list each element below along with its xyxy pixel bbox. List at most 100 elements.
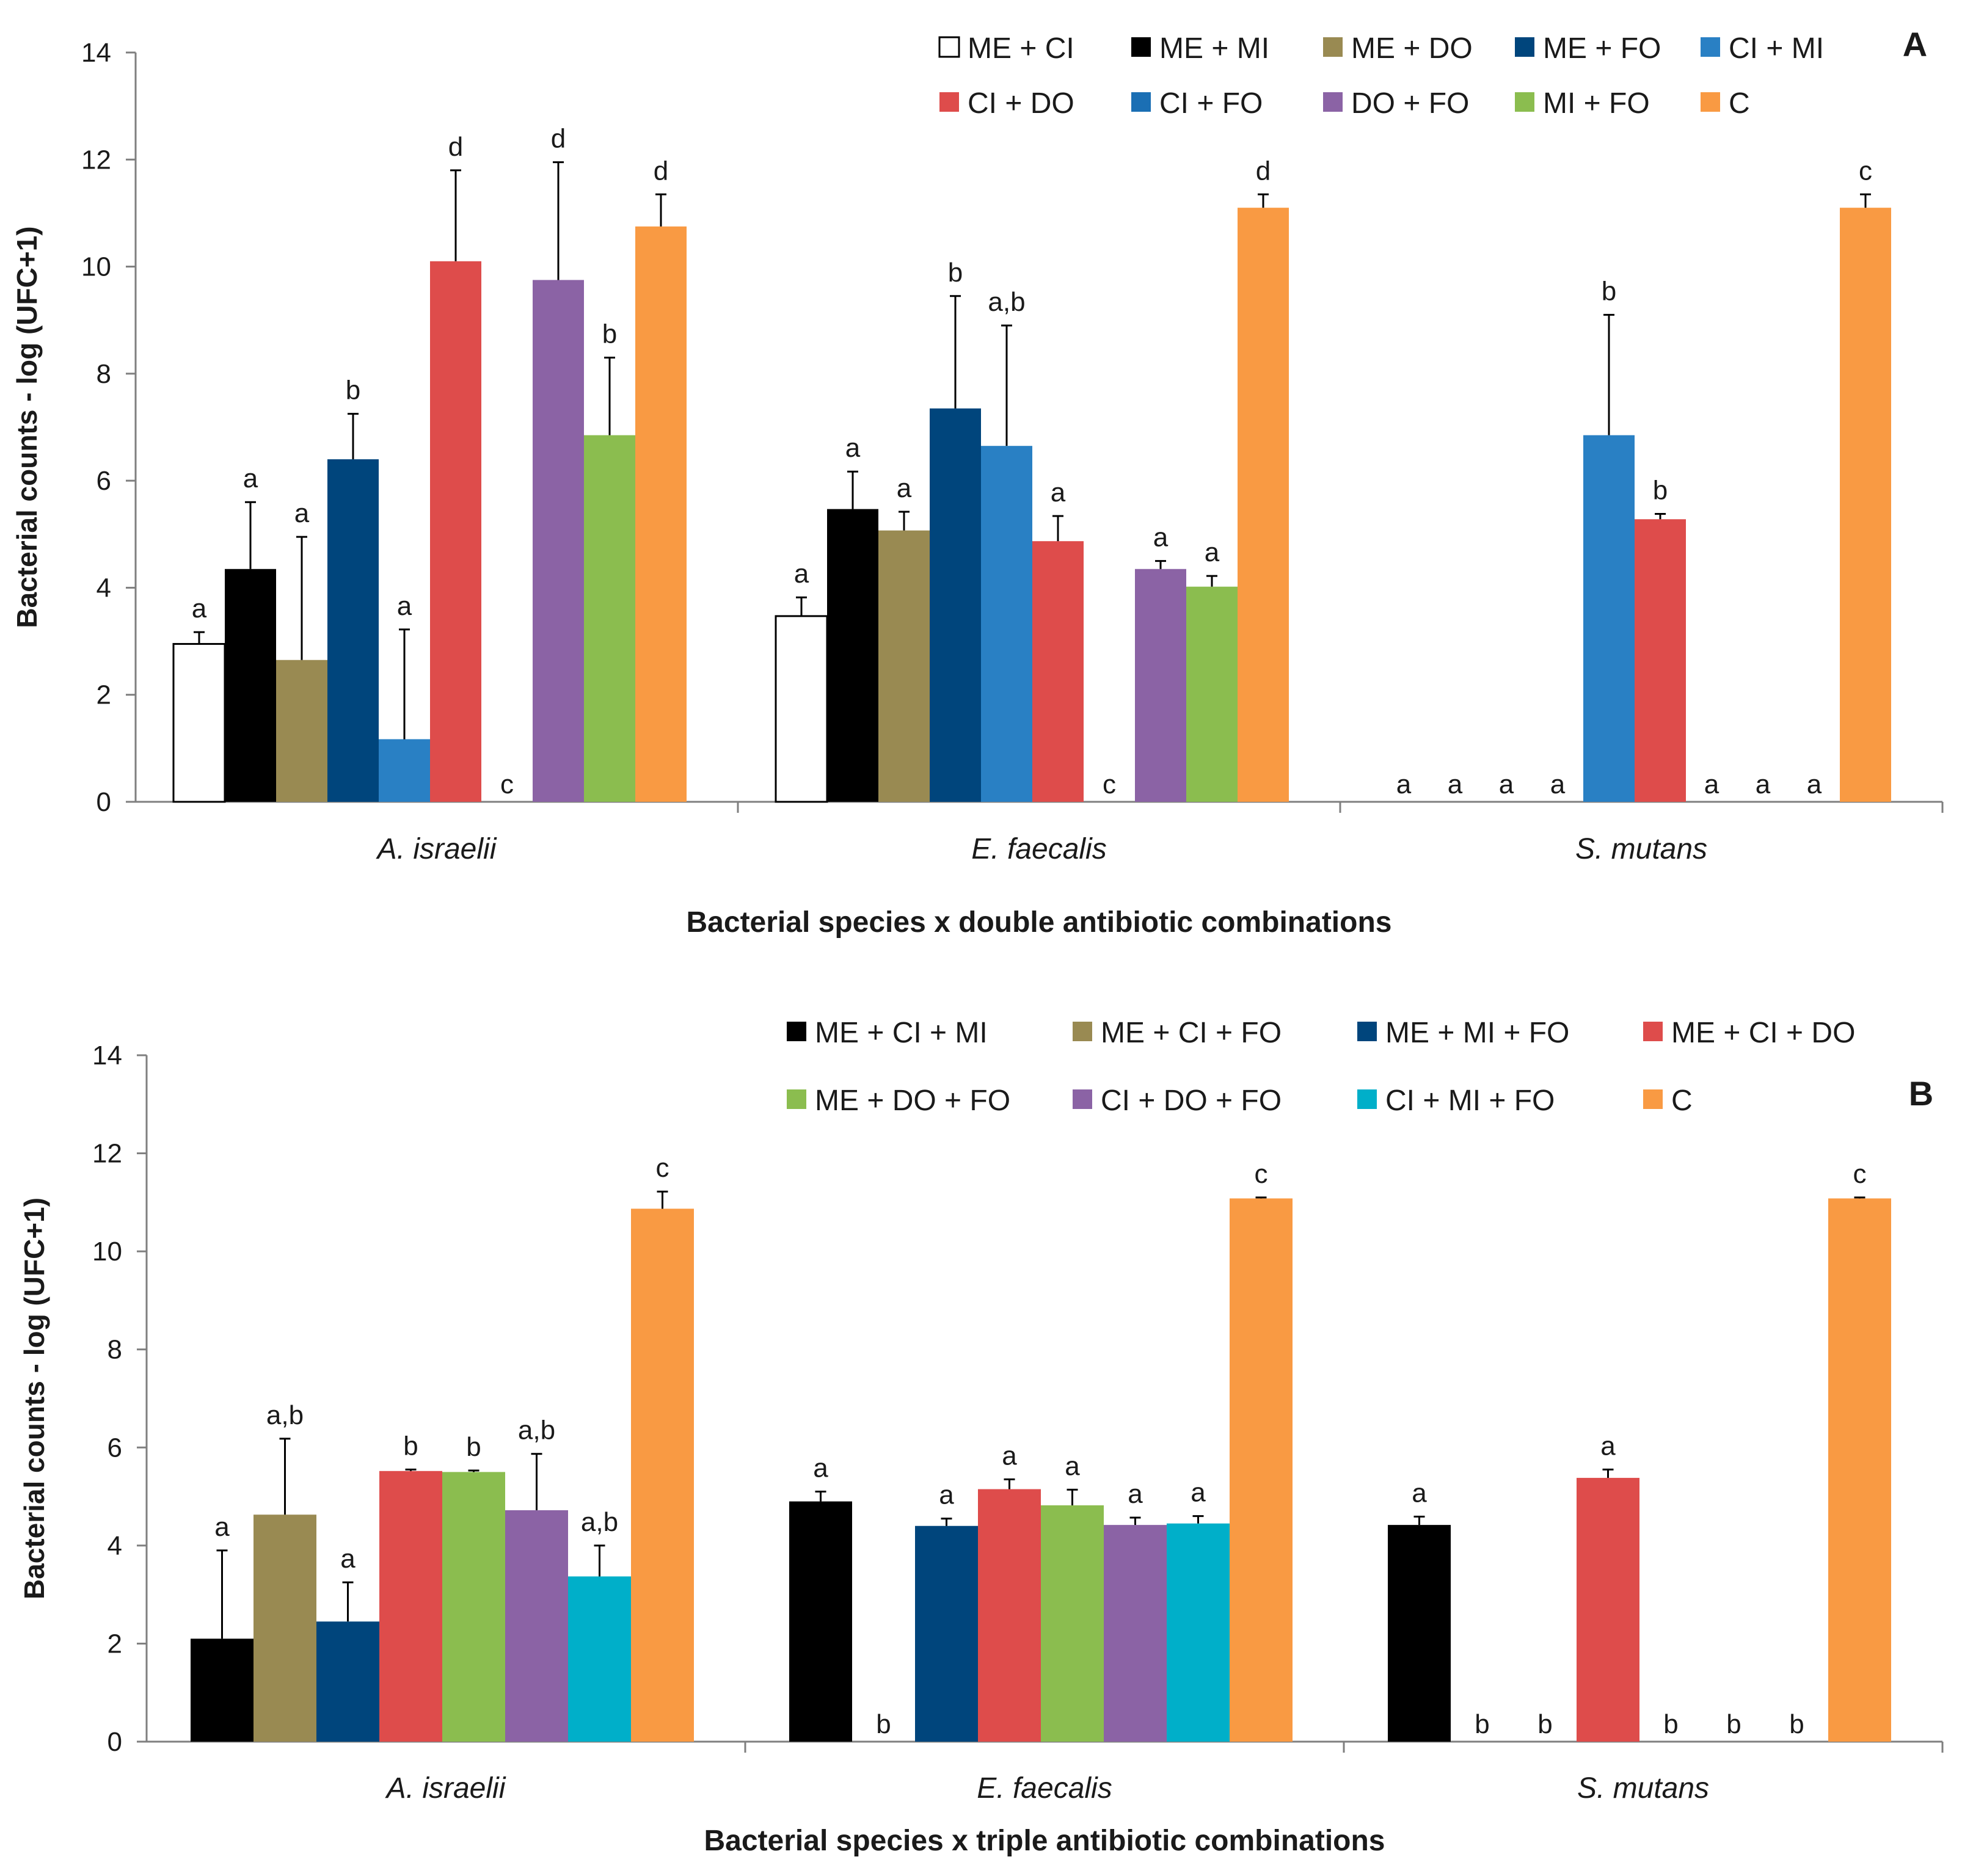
legend-swatch	[939, 92, 959, 112]
significance-label: a	[1412, 1478, 1427, 1508]
bar	[225, 569, 276, 802]
significance-label: a	[1153, 523, 1169, 553]
legend-label: ME + CI + MI	[815, 1017, 988, 1049]
legend-label: ME + CI + FO	[1101, 1017, 1282, 1049]
x-axis-title: Bacterial species x triple antibiotic co…	[704, 1825, 1385, 1857]
bar	[978, 1489, 1041, 1742]
significance-label: a	[1807, 769, 1822, 799]
y-tick-label: 6	[97, 466, 111, 496]
bar	[316, 1621, 379, 1742]
significance-label: a	[1704, 769, 1719, 799]
bar	[1104, 1525, 1167, 1742]
bar	[1577, 1478, 1639, 1742]
bar	[430, 261, 481, 802]
significance-label: b	[1789, 1709, 1804, 1739]
y-tick-label: 4	[97, 573, 111, 603]
legend-label: DO + FO	[1351, 87, 1469, 120]
significance-label: a	[1191, 1478, 1206, 1508]
significance-label: c	[1255, 1159, 1268, 1189]
bar	[327, 459, 379, 802]
significance-label: a	[214, 1512, 230, 1542]
significance-label: a	[1756, 769, 1771, 799]
significance-label: b	[948, 258, 963, 288]
significance-label: c	[1853, 1159, 1867, 1189]
bar	[1230, 1198, 1293, 1742]
bar	[568, 1576, 631, 1742]
significance-label: b	[1663, 1709, 1678, 1739]
bar	[584, 435, 635, 802]
y-tick-label: 10	[92, 1237, 122, 1267]
significance-label: a	[243, 464, 258, 493]
legend-swatch	[1073, 1089, 1092, 1109]
legend-swatch	[1701, 37, 1720, 57]
bar	[878, 530, 930, 802]
legend-swatch	[1701, 92, 1720, 112]
legend-label: ME + FO	[1543, 32, 1661, 65]
legend-swatch	[938, 36, 960, 58]
y-tick-label: 0	[108, 1727, 122, 1757]
significance-label: a	[794, 559, 809, 589]
legend-swatch	[1515, 92, 1534, 112]
significance-label: a	[1499, 769, 1514, 799]
significance-label: b	[466, 1432, 481, 1462]
legend-label: ME + DO + FO	[815, 1085, 1010, 1117]
significance-label: b	[602, 319, 617, 349]
legend-label: CI + DO	[968, 87, 1074, 120]
y-tick-label: 2	[108, 1629, 122, 1659]
significance-label: a,b	[266, 1400, 304, 1430]
legend-swatch	[1643, 1022, 1663, 1041]
y-tick-label: 6	[108, 1433, 122, 1463]
bar	[379, 1471, 442, 1742]
bar	[635, 226, 687, 802]
y-tick-label: 14	[81, 38, 111, 68]
bar	[1238, 208, 1289, 802]
bar	[1840, 208, 1891, 802]
significance-label: a	[1550, 769, 1566, 799]
bar	[827, 509, 878, 802]
bar	[1041, 1505, 1104, 1742]
bar	[505, 1510, 568, 1742]
y-tick-label: 4	[108, 1531, 122, 1561]
x-tick-label: E. faecalis	[977, 1772, 1112, 1805]
chart-panel-A: 0 2 4 6 8 10 12 14 a a a b a d c d b d A. israelii a a a b a,b a…	[11, 25, 1944, 939]
significance-label: b	[403, 1431, 418, 1461]
bar	[1388, 1525, 1451, 1742]
legend-swatch	[1131, 37, 1151, 57]
y-tick-label: 14	[92, 1041, 122, 1071]
x-axis-title: Bacterial species x double antibiotic co…	[687, 906, 1392, 939]
legend-swatch	[1131, 92, 1151, 112]
bar	[1167, 1523, 1230, 1742]
legend-label: ME + CI	[968, 32, 1074, 65]
bar	[191, 1638, 253, 1742]
bar	[1583, 435, 1635, 802]
bar	[276, 660, 327, 802]
significance-label: a	[939, 1480, 954, 1510]
significance-label: a	[397, 591, 412, 621]
significance-label: b	[1653, 475, 1668, 505]
legend-swatch	[787, 1022, 806, 1041]
significance-label: a	[1205, 537, 1220, 567]
significance-label: a	[1051, 478, 1066, 507]
significance-label: a	[1448, 769, 1463, 799]
significance-label: c	[1859, 156, 1872, 186]
y-tick-label: 12	[92, 1139, 122, 1169]
legend-swatch	[1357, 1022, 1377, 1041]
legend-label: ME + MI	[1159, 32, 1269, 65]
y-tick-label: 8	[108, 1335, 122, 1365]
legend-swatch	[1357, 1089, 1377, 1109]
y-tick-label: 10	[81, 252, 111, 282]
x-tick-label: A. israelii	[376, 833, 497, 865]
legend-label: ME + DO	[1351, 32, 1473, 65]
bar	[533, 280, 584, 802]
legend-label: CI + DO + FO	[1101, 1085, 1282, 1117]
significance-label: a	[1128, 1479, 1143, 1509]
panel-label: B	[1909, 1074, 1933, 1113]
legend-swatch	[1073, 1022, 1092, 1041]
significance-label: a	[340, 1544, 356, 1574]
legend-swatch	[787, 1089, 806, 1109]
x-tick-label: A. israelii	[385, 1772, 506, 1805]
legend-label: MI + FO	[1543, 87, 1650, 120]
y-tick-label: 2	[97, 680, 111, 710]
significance-label: a,b	[581, 1507, 618, 1537]
